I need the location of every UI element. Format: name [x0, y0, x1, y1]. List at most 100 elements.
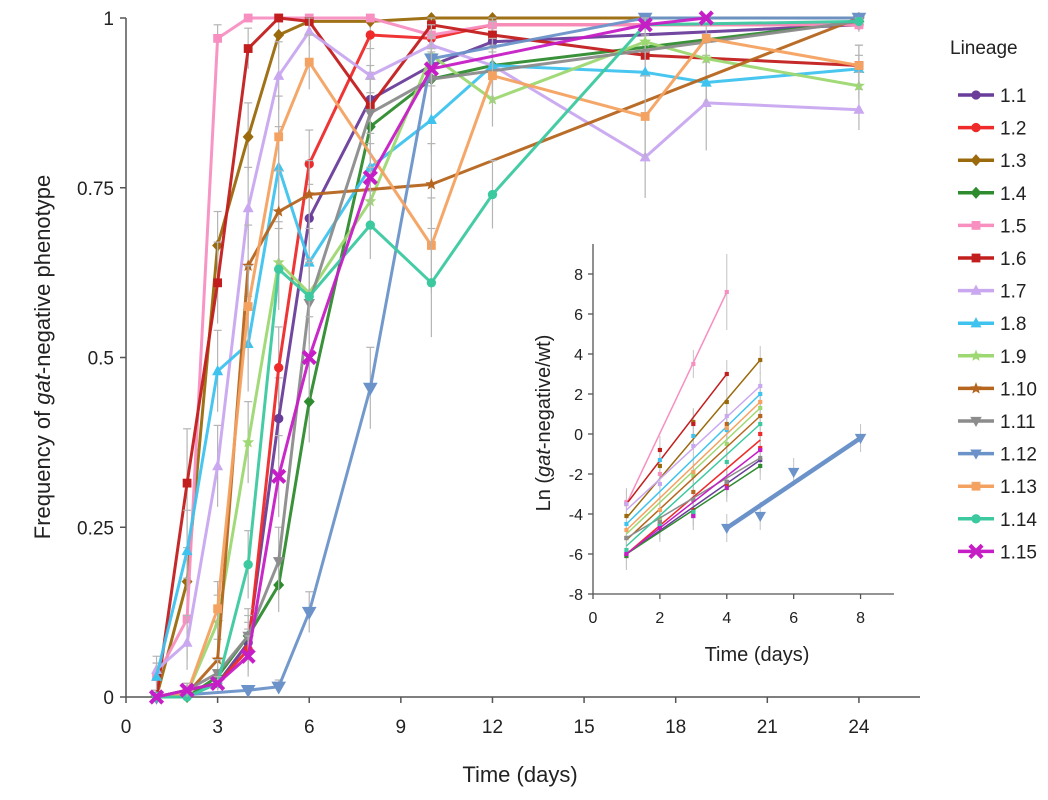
y-tick-label: 0.5 [88, 349, 114, 370]
legend-item-1.9: 1.9 [958, 347, 1026, 368]
data-point [242, 130, 254, 143]
legend-marker [970, 284, 982, 295]
inset-data-point [624, 527, 629, 533]
legend-marker [971, 122, 981, 133]
x-tick-label: 12 [482, 717, 503, 738]
inset-fit-line [625, 401, 761, 531]
legend-item-1.6: 1.6 [958, 249, 1026, 270]
legend-label: 1.5 [1000, 216, 1026, 237]
data-point [365, 30, 375, 40]
data-point [179, 682, 195, 698]
inset-data-point [691, 469, 696, 475]
data-point [365, 13, 375, 23]
data-point [271, 468, 287, 484]
data-point [303, 188, 316, 200]
data-point [151, 670, 163, 681]
legend-item-1.7: 1.7 [958, 282, 1026, 303]
y-tick-label: 1 [103, 9, 114, 30]
legend-title: Lineage [950, 38, 1018, 59]
data-point [854, 16, 864, 27]
inset-data-point [691, 473, 696, 479]
legend-label: 1.7 [1000, 282, 1026, 303]
data-point [639, 35, 652, 47]
data-point [274, 264, 284, 274]
data-point [213, 278, 223, 288]
y-tick-label: 0 [103, 688, 114, 709]
legend-marker [970, 349, 982, 361]
data-point [639, 66, 651, 77]
inset-y-tick-label: 2 [574, 387, 583, 404]
inset-data-point [724, 441, 729, 447]
inset-data-point [691, 513, 696, 519]
inset-y-tick-label: 0 [574, 427, 583, 444]
inset-fit-line [625, 423, 761, 547]
inset-data-point [657, 481, 662, 487]
data-point [273, 69, 285, 80]
data-point [274, 132, 284, 142]
data-point [301, 606, 317, 620]
inset-data-point [691, 509, 696, 515]
inset-data-point [724, 459, 729, 465]
series-line [156, 16, 859, 699]
legend-marker [971, 481, 981, 491]
inset-fit-line [625, 439, 761, 555]
series-1.14 [151, 16, 864, 702]
legend-marker [971, 253, 981, 263]
inset-data-point [624, 535, 629, 541]
inset-series-1.13 [624, 399, 763, 533]
legend-marker [970, 449, 982, 460]
legend-item-1.10: 1.10 [958, 379, 1037, 400]
inset-data-point [657, 457, 662, 463]
inset-data-point [758, 421, 763, 427]
data-point [271, 681, 287, 695]
legend-item-1.15: 1.15 [958, 542, 1037, 563]
inset-series-layer [624, 254, 867, 570]
inset-series-1.15 [624, 447, 763, 557]
legend-label: 1.14 [1000, 510, 1037, 531]
inset-data-point [624, 547, 629, 553]
inset-data-point [691, 421, 696, 427]
data-point [243, 44, 253, 53]
data-point [240, 684, 256, 698]
inset-data-point [758, 357, 763, 363]
data-point [243, 13, 253, 23]
legend-label: 1.4 [1000, 184, 1027, 205]
legend-marker [970, 317, 982, 328]
data-point [488, 71, 497, 81]
legend-items: 1.1 1.2 1.3 1.4 1.5 1.6 1.7 1.8 1.9 1.10 1.11 1.12 1… [958, 86, 1037, 563]
inset-data-point [657, 519, 662, 525]
data-point [700, 76, 712, 87]
legend-item-1.4: 1.4 [958, 184, 1027, 205]
x-tick-label: 0 [121, 717, 132, 738]
main-series-layer [148, 10, 867, 705]
inset-data-point [657, 525, 662, 531]
inset-fit-line [626, 459, 761, 555]
inset-x-tick-label: 0 [589, 610, 598, 627]
legend-marker [968, 543, 984, 559]
legend-item-1.1: 1.1 [958, 86, 1026, 107]
inset-data-point [691, 443, 696, 449]
data-point [425, 113, 437, 124]
inset-y-tick-label: 8 [574, 267, 583, 284]
legend-label: 1.15 [1000, 542, 1037, 563]
data-point [274, 13, 284, 23]
data-point [304, 57, 314, 67]
inset-series-1.12 [721, 433, 867, 535]
data-point [487, 189, 498, 200]
inset-chart: -8 -6 -4 -2 0 2 4 6 8 0 2 4 6 8 Time (days) Ln (gat-n… [508, 240, 938, 675]
inset-data-point [724, 399, 729, 405]
inset-series-1.7 [624, 383, 763, 511]
inset-y-tick-label: 6 [574, 307, 583, 324]
legend-item-1.12: 1.12 [958, 445, 1037, 466]
data-point [425, 178, 438, 190]
data-point [181, 636, 193, 647]
inset-data-point [754, 511, 766, 523]
legend-item-1.3: 1.3 [958, 151, 1026, 172]
inset-data-point [624, 501, 629, 507]
data-point [243, 559, 253, 570]
x-tick-label: 18 [665, 717, 686, 738]
series-line [155, 64, 860, 677]
